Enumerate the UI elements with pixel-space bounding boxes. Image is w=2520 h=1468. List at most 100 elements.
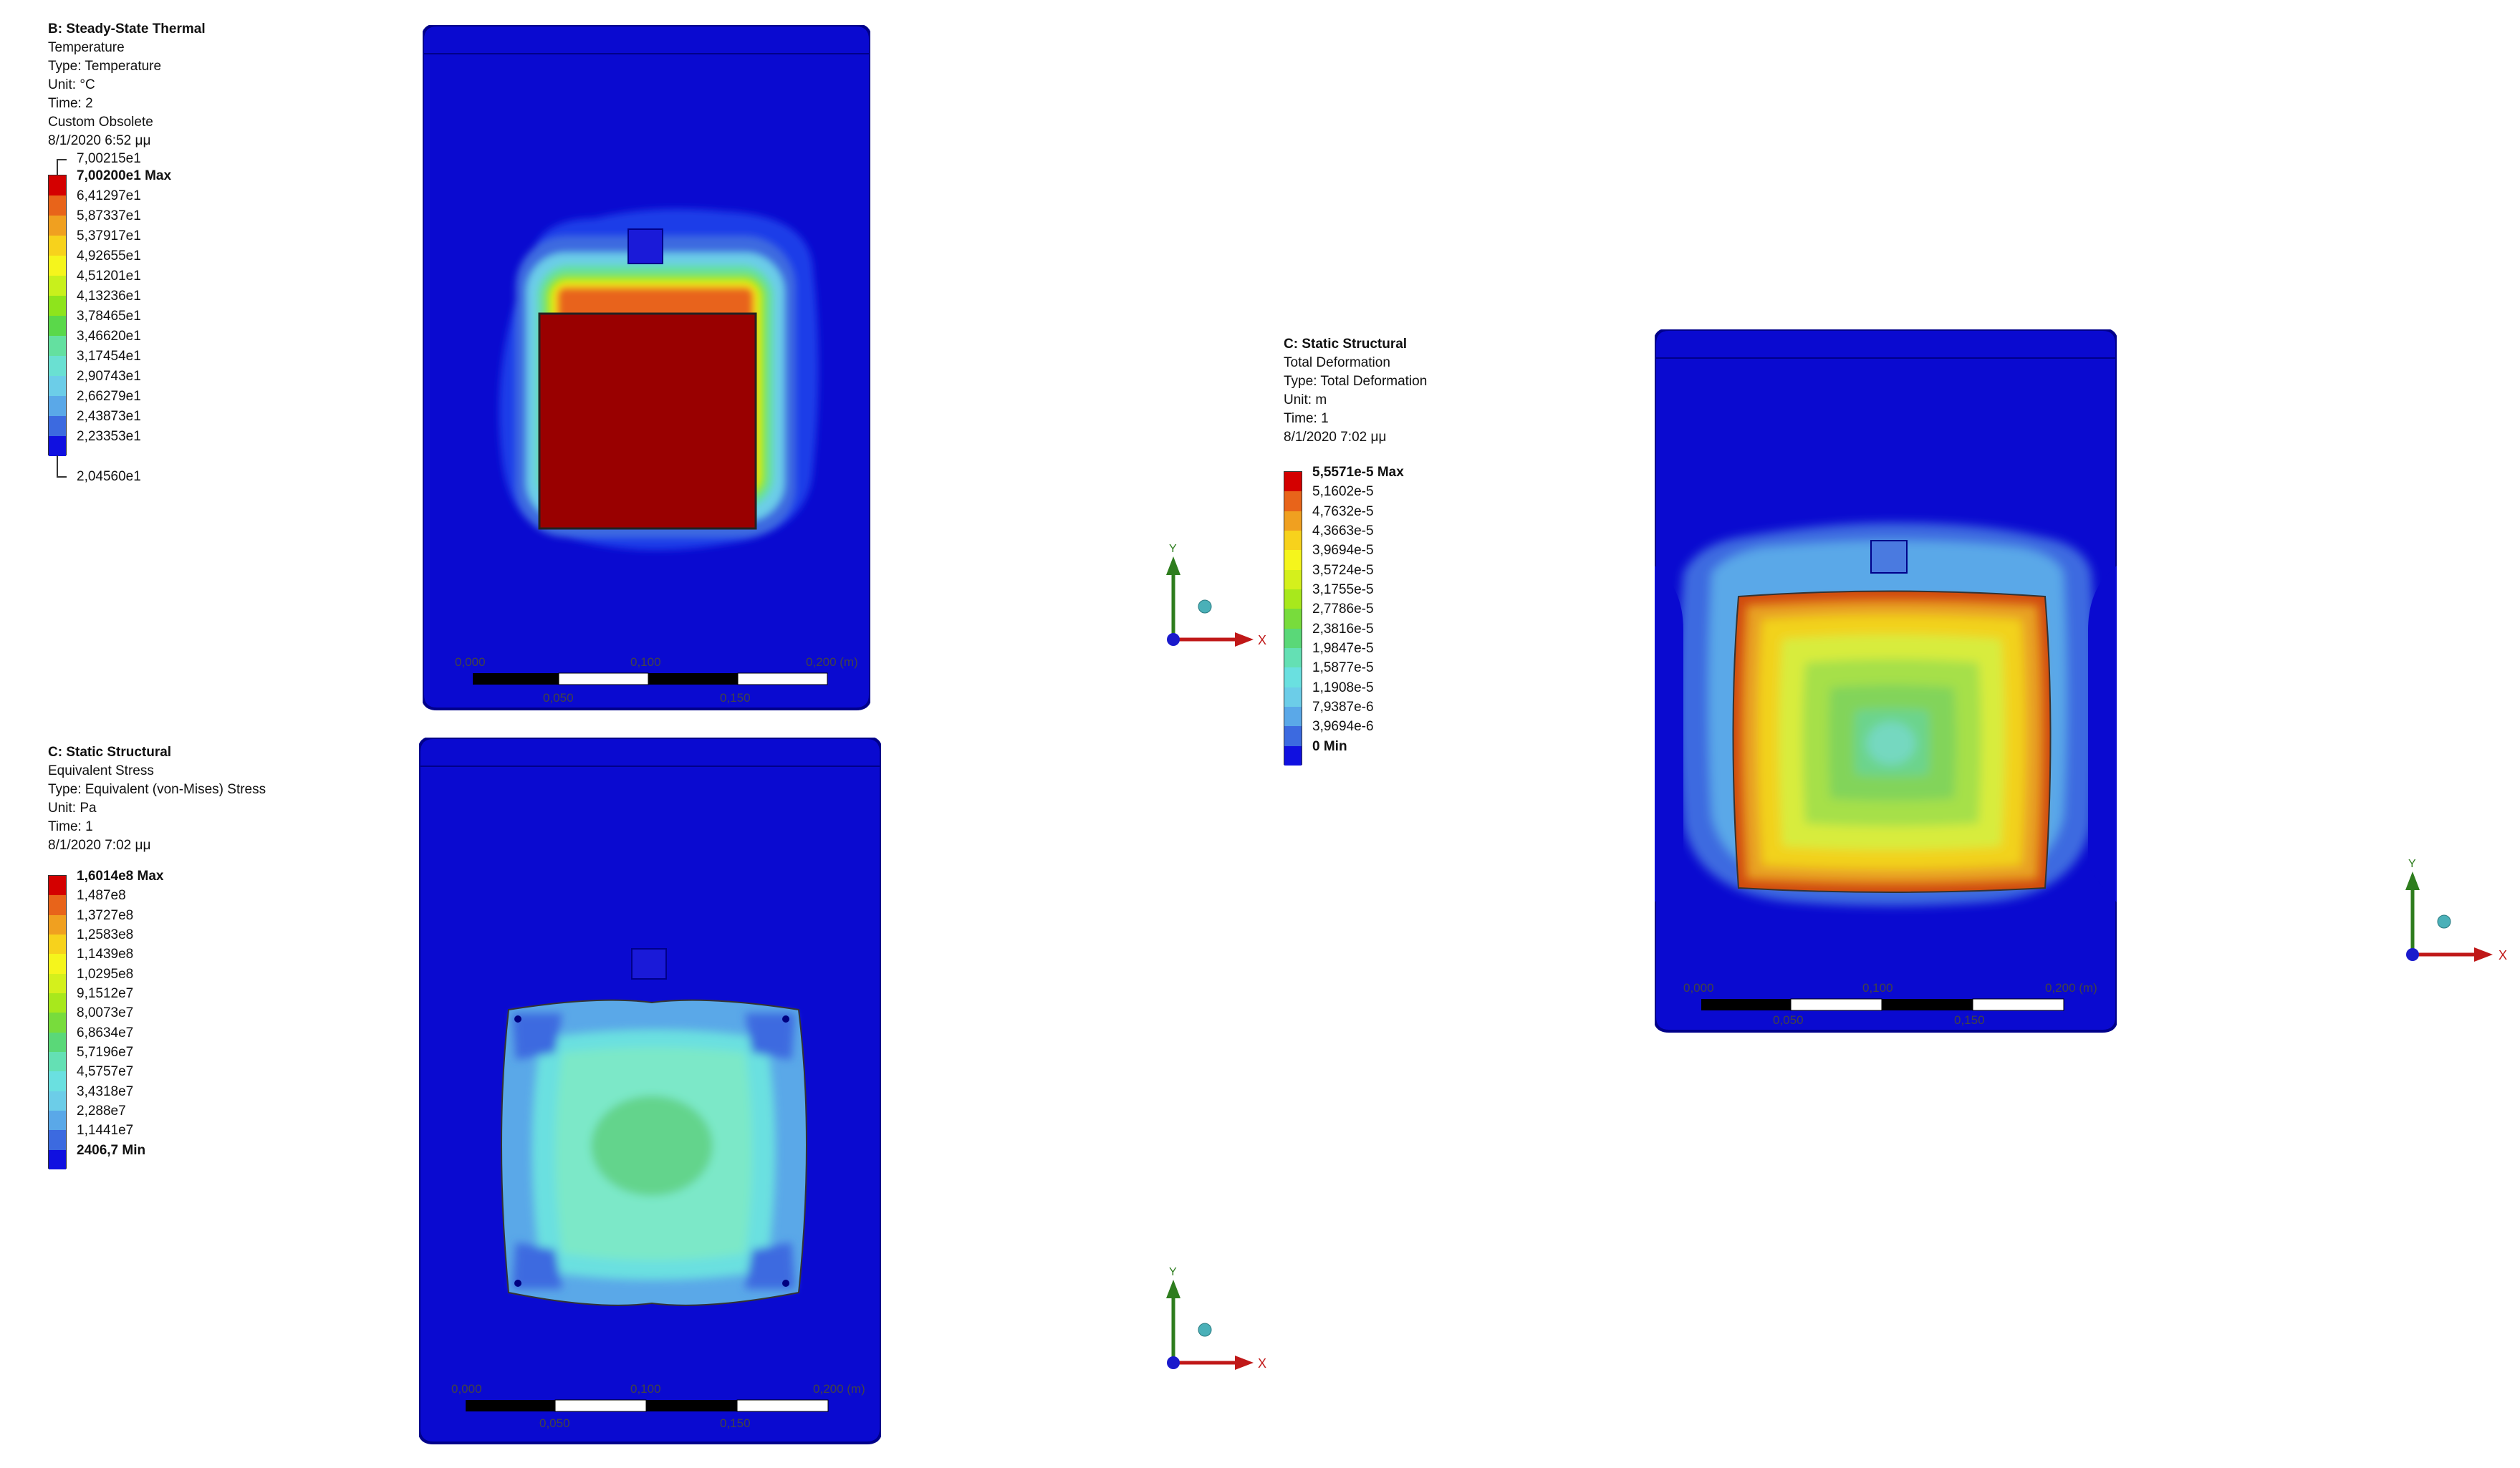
thermal-scale-segment [49, 416, 66, 436]
triad-1-z-ball [1198, 599, 1212, 614]
deformation-scale-tick-2: 0,200 (m) [2045, 981, 2097, 995]
stress-scale-tick-0: 0,000 [451, 1382, 482, 1396]
thermal-scale-segment [49, 276, 66, 296]
stress-level-label: 2406,7 Min [77, 1142, 146, 1158]
deformation-plate [1732, 590, 2052, 893]
thermal-unit: Unit: °C [48, 77, 95, 92]
deformation-side-right [2088, 566, 2117, 902]
stress-scale-segment [49, 993, 66, 1013]
stress-color-bar [48, 875, 67, 1169]
thermal-viewport[interactable]: 0,000 0,100 0,200 (m) 0,050 0,150 [423, 25, 870, 713]
thermal-scale-segment [49, 195, 66, 216]
stress-title: C: Static Structural [48, 745, 172, 760]
stress-contours [512, 1013, 795, 1289]
stress-scale-tick-2: 0,200 (m) [813, 1382, 865, 1396]
deformation-color-scale: 5,5571e-5 Max 5,1602e-5 4,7632e-5 4,3663e-5… [1284, 465, 1470, 772]
triad-2-origin [1167, 1356, 1180, 1369]
thermal-scale-segment [49, 436, 66, 456]
thermal-scale-segment [49, 175, 66, 195]
deformation-level-label: 4,7632e-5 [1312, 503, 1374, 519]
axis-triad-1[interactable]: Y X [1153, 541, 1268, 662]
thermal-level-label: 3,78465e1 [77, 309, 141, 324]
deformation-level-label: 1,5877e-5 [1312, 660, 1374, 676]
stress-scale-segment [49, 895, 66, 915]
thermal-level-label: 2,90743e1 [77, 369, 141, 384]
stress-scale-segment [49, 1130, 66, 1150]
thermal-tick-bottom [57, 476, 67, 478]
deformation-level-label: 5,5571e-5 Max [1312, 465, 1404, 480]
stress-unit: Unit: Pa [48, 801, 97, 816]
thermal-level-label: 6,41297e1 [77, 188, 141, 203]
thermal-custom: Custom Obsolete [48, 115, 153, 130]
thermal-scale-tick-3: 0,050 [543, 691, 574, 705]
deformation-level-label: 4,3663e-5 [1312, 523, 1374, 539]
stress-result-name: Equivalent Stress [48, 763, 154, 778]
stress-port [631, 948, 667, 980]
stress-scale-segment [49, 934, 66, 955]
deformation-unit: Unit: m [1284, 392, 1327, 407]
stress-viewport[interactable]: 0,000 0,100 0,200 (m) 0,050 0,150 [419, 738, 881, 1447]
thermal-type: Type: Temperature [48, 59, 162, 74]
thermal-scale-segment [49, 376, 66, 396]
thermal-bracket-top [57, 159, 58, 175]
deformation-scale-tick-0: 0,000 [1683, 981, 1714, 995]
stress-level-label: 6,8634e7 [77, 1025, 134, 1040]
thermal-scale-segment [49, 236, 66, 256]
deformation-scale-segment [1284, 687, 1302, 707]
stress-scale-segment [49, 973, 66, 993]
thermal-level-label: 2,23353e1 [77, 429, 141, 444]
stress-level-label: 5,7196e7 [77, 1045, 134, 1060]
deformation-scale-ruler: 0,000 0,100 0,200 (m) 0,050 0,150 [1683, 981, 2097, 1027]
thermal-scale-segment [49, 396, 66, 416]
deformation-level-label: 3,9694e-6 [1312, 719, 1374, 735]
axis-triad-2[interactable]: Y X [1153, 1264, 1268, 1386]
deformation-viewport[interactable]: 0,000 0,100 0,200 (m) 0,050 0,150 [1655, 329, 2117, 1035]
stress-scale-segment [49, 1110, 66, 1131]
deformation-result-name: Total Deformation [1284, 355, 1390, 370]
thermal-time: Time: 2 [48, 96, 93, 111]
deformation-scale-tick-4: 0,150 [1954, 1013, 1985, 1027]
stress-level-label: 1,1439e8 [77, 947, 134, 962]
deformation-date: 8/1/2020 7:02 μμ [1284, 430, 1387, 445]
deformation-scale-segment [1284, 550, 1302, 570]
deformation-scale-segment [1284, 667, 1302, 687]
axis-triad-3[interactable]: Y X [2392, 856, 2514, 977]
deformation-level-label: 1,1908e-5 [1312, 680, 1374, 695]
thermal-result-name: Temperature [48, 40, 125, 55]
deformation-legend-header: C: Static Structural Total Deformation T… [1284, 335, 1427, 447]
deformation-scale-segment [1284, 609, 1302, 629]
thermal-level-label: 5,37917e1 [77, 228, 141, 243]
deformation-scale-segment [1284, 569, 1302, 589]
triad-3-origin [2406, 948, 2419, 961]
thermal-scale-segment [49, 316, 66, 336]
deformation-level-label: 1,9847e-5 [1312, 641, 1374, 656]
deformation-time: Time: 1 [1284, 411, 1329, 426]
thermal-scale-tick-1: 0,100 [630, 655, 661, 669]
thermal-level-label: 7,00200e1 Max [77, 168, 172, 183]
stress-level-label: 8,0073e7 [77, 1005, 134, 1021]
triad-3-y-label: Y [2408, 858, 2416, 870]
thermal-level-label: 4,13236e1 [77, 289, 141, 304]
thermal-scale-segment [49, 356, 66, 376]
stress-scale-segment [49, 954, 66, 974]
thermal-bracket-bottom [57, 455, 58, 477]
stress-scale-tick-1: 0,100 [630, 1382, 661, 1396]
thermal-level-label: 2,66279e1 [77, 389, 141, 404]
triad-3-z-ball [2437, 914, 2451, 929]
deformation-scale-tick-3: 0,050 [1773, 1013, 1804, 1027]
stress-level-label: 1,487e8 [77, 888, 126, 904]
thermal-scale-segment [49, 336, 66, 356]
triad-1-y-label: Y [1169, 543, 1177, 555]
stress-scale-segment [49, 1149, 66, 1169]
deformation-level-label: 3,9694e-5 [1312, 543, 1374, 559]
stress-type: Type: Equivalent (von-Mises) Stress [48, 782, 266, 797]
thermal-bottom-value: 2,04560e1 [77, 469, 141, 484]
deformation-scale-segment [1284, 706, 1302, 727]
stress-plate-outline [501, 999, 807, 1306]
stress-scale-segment [49, 876, 66, 896]
stress-color-scale: 1,6014e8 Max 1,487e8 1,3727e8 1,2583e8 1,143… [48, 869, 234, 1176]
stress-level-label: 1,1441e7 [77, 1123, 134, 1139]
deformation-level-label: 3,1755e-5 [1312, 582, 1374, 597]
thermal-scale-segment [49, 256, 66, 276]
stress-scale-segment [49, 1051, 66, 1072]
